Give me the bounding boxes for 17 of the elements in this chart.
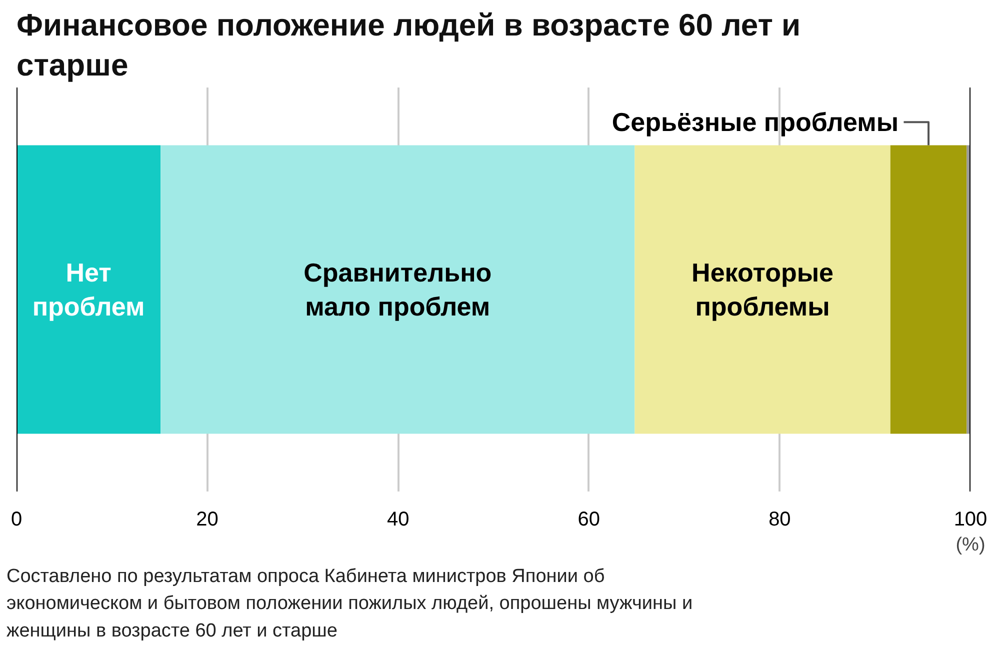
bar	[16, 145, 161, 434]
series-label: Серьёзные проблемы	[612, 107, 899, 138]
x-tick-label: 100	[954, 508, 988, 530]
x-tick-label: 20	[196, 508, 218, 530]
bar	[890, 145, 967, 434]
series-label: Сравнительно мало проблем	[304, 258, 492, 322]
x-axis-title: (%)	[956, 534, 986, 556]
bar	[160, 145, 635, 434]
text: Составлено по результатам опроса Кабинета министров Японии об экономическом и бытовом положении пожилых людей, опрошены мужчины и женщины в возрасте 60 лет и старше	[6, 566, 693, 642]
x-tick-label: 0	[10, 508, 22, 530]
series-label: Некоторые проблемы	[692, 258, 834, 322]
chart-title: Финансовое положение людей в возрасте 60 лет и старше	[16, 7, 801, 82]
x-tick-label: 40	[386, 508, 410, 530]
series-label: Нет проблем	[32, 258, 145, 322]
x-tick-label: 60	[578, 508, 600, 530]
bar	[634, 145, 890, 434]
x-tick-label: 80	[768, 508, 791, 530]
